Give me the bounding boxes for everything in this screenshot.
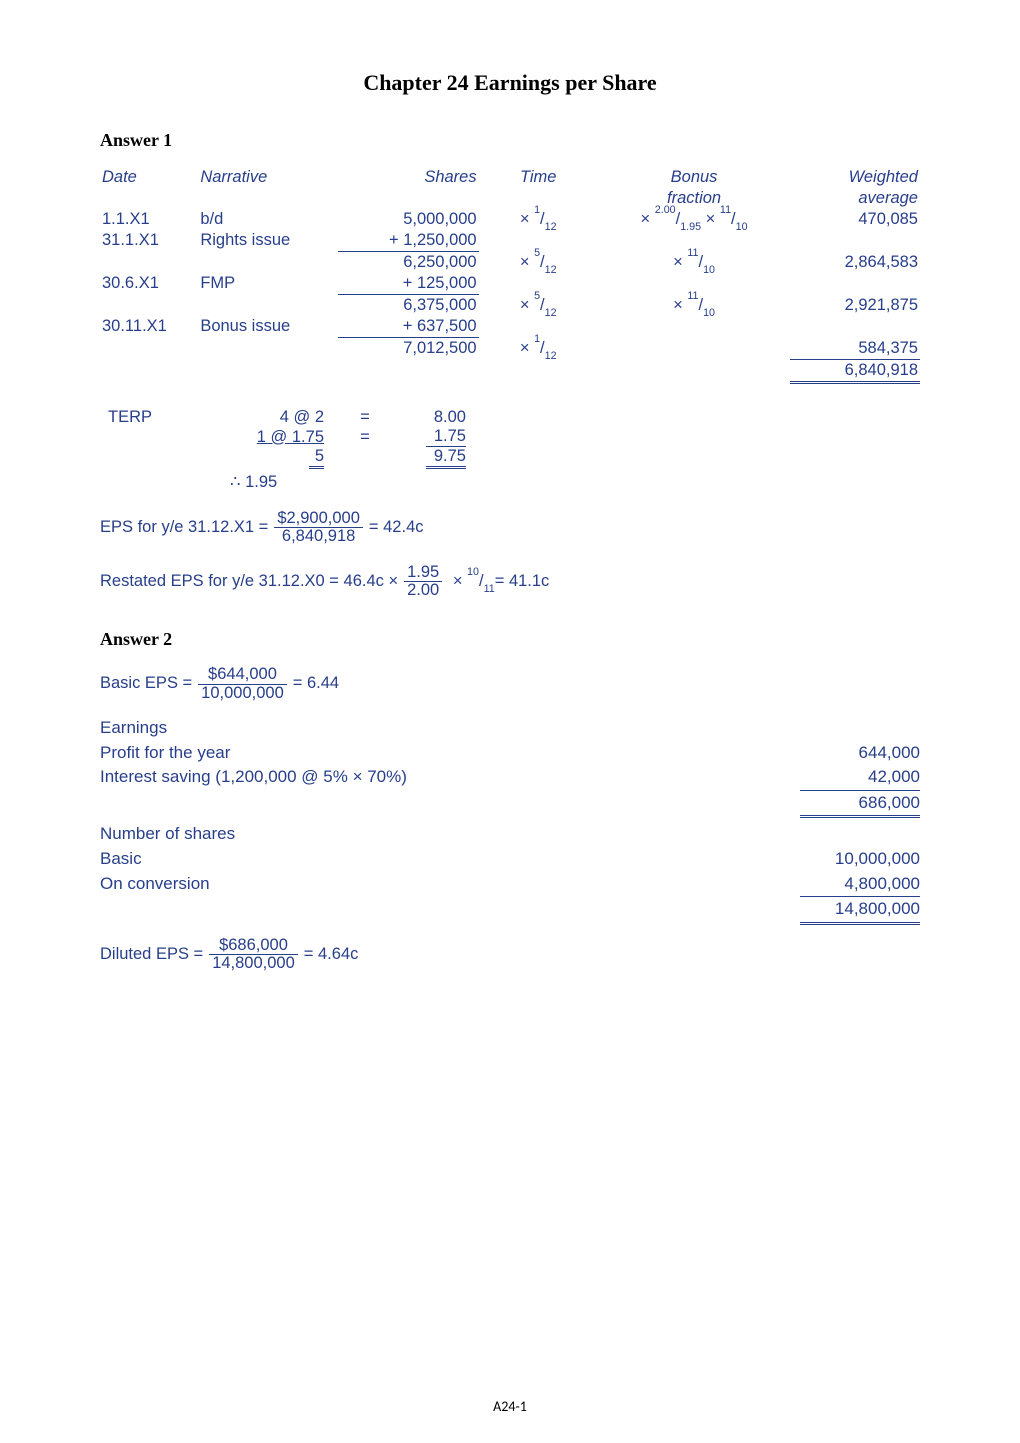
col-weighted-sub: average	[790, 188, 920, 209]
col-time-head: Time	[479, 167, 598, 188]
page-number: A24-1	[0, 1398, 1020, 1415]
table-row: 7,012,500 × 1/12 584,375	[100, 338, 920, 360]
col-shares-head: Shares	[338, 167, 478, 188]
nos-head: Number of shares	[100, 822, 920, 847]
table-row: 31.1.X1 Rights issue + 1,250,000	[100, 230, 920, 252]
earnings-total-row: 686,000	[100, 791, 920, 819]
basic-eps-line: Basic EPS = $644,000 10,000,000 = 6.44	[100, 666, 920, 702]
table-row: 6,375,000 × 5/12 × 11/10 2,921,875	[100, 295, 920, 317]
page: Chapter 24 Earnings per Share Answer 1 D…	[0, 0, 1020, 1443]
profit-row: Profit for the year 644,000	[100, 741, 920, 766]
earnings-head: Earnings	[100, 716, 920, 741]
col-weighted-head: Weighted	[790, 167, 920, 188]
table-row: 6,250,000 × 5/12 × 11/10 2,864,583	[100, 252, 920, 274]
fraction: 1.95 2.00	[404, 564, 442, 600]
col-bonus-head: Bonus	[598, 167, 790, 188]
col-date-head: Date	[100, 167, 198, 188]
answer-2-block: Basic EPS = $644,000 10,000,000 = 6.44 E…	[100, 666, 920, 972]
terp-label: TERP	[100, 408, 206, 427]
conversion-row: On conversion 4,800,000	[100, 872, 920, 898]
nos-total-row: 14,800,000	[100, 897, 920, 925]
basic-shares-row: Basic 10,000,000	[100, 847, 920, 872]
diluted-eps-line: Diluted EPS = $686,000 14,800,000 = 4.64…	[100, 937, 920, 973]
col-narrative-head: Narrative	[198, 167, 338, 188]
table-row: 1.1.X1 b/d 5,000,000 × 1/12 × 2.00/1.95 …	[100, 209, 920, 230]
table-row: 30.6.X1 FMP + 125,000	[100, 273, 920, 295]
fraction: $2,900,000 6,840,918	[274, 510, 363, 546]
table-row: 30.11.X1 Bonus issue + 637,500	[100, 316, 920, 338]
fraction: $644,000 10,000,000	[198, 666, 287, 702]
eps-line-restated: Restated EPS for y/e 31.12.X0 = 46.4c × …	[100, 564, 920, 600]
terp-block: TERP 4 @ 2 = 8.00 1 @ 1.75 = 1.75 5 9.75…	[100, 408, 920, 492]
interest-row: Interest saving (1,200,000 @ 5% × 70%) 4…	[100, 765, 920, 791]
weighted-average-table: Date Narrative Shares Time Bonus Weighte…	[100, 167, 920, 384]
chapter-title: Chapter 24 Earnings per Share	[100, 70, 920, 96]
answer-2-heading: Answer 2	[100, 629, 920, 650]
eps-line-1: EPS for y/e 31.12.X1 = $2,900,000 6,840,…	[100, 510, 920, 546]
fraction: $686,000 14,800,000	[209, 937, 298, 973]
answer-1-heading: Answer 1	[100, 130, 920, 151]
table-total-row: 6,840,918	[100, 360, 920, 383]
col-bonus-sub: fraction	[598, 188, 790, 209]
